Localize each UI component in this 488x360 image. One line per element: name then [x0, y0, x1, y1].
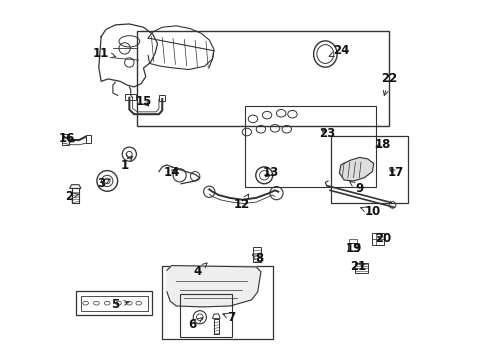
Text: 19: 19	[345, 242, 361, 255]
Text: 22: 22	[380, 72, 397, 95]
Text: 16: 16	[59, 132, 75, 145]
Text: 9: 9	[349, 181, 363, 195]
Bar	[137, 31, 388, 126]
Bar	[76, 291, 152, 315]
Text: 12: 12	[234, 194, 250, 211]
Text: 10: 10	[360, 206, 380, 219]
Bar	[347, 243, 358, 251]
Bar	[331, 136, 407, 203]
Polygon shape	[166, 266, 261, 307]
Bar	[124, 94, 136, 100]
Bar	[162, 266, 272, 339]
Text: 11: 11	[93, 46, 115, 60]
Bar	[245, 106, 375, 187]
Text: 6: 6	[188, 318, 202, 331]
Text: 20: 20	[374, 232, 390, 245]
Text: 13: 13	[262, 166, 278, 179]
Text: 17: 17	[387, 166, 403, 179]
Bar	[159, 95, 164, 101]
Bar	[179, 294, 232, 337]
Bar	[71, 189, 79, 203]
Bar	[371, 233, 383, 245]
Text: 23: 23	[318, 127, 334, 140]
Bar	[62, 134, 69, 145]
Polygon shape	[339, 157, 373, 181]
Bar	[85, 135, 91, 143]
Text: 3: 3	[97, 177, 110, 190]
Bar	[252, 247, 261, 262]
Text: 2: 2	[65, 190, 79, 203]
Bar	[81, 296, 147, 311]
Bar	[348, 239, 356, 243]
Text: 5: 5	[111, 298, 128, 311]
Bar	[354, 263, 367, 273]
Text: 15: 15	[135, 95, 151, 108]
Text: 7: 7	[223, 311, 235, 324]
Text: 24: 24	[328, 44, 348, 57]
Text: 21: 21	[349, 260, 366, 274]
Text: 8: 8	[252, 252, 263, 265]
Text: 18: 18	[374, 138, 390, 151]
Text: 4: 4	[193, 263, 206, 278]
Text: 14: 14	[163, 166, 180, 179]
Text: 1: 1	[121, 156, 132, 172]
